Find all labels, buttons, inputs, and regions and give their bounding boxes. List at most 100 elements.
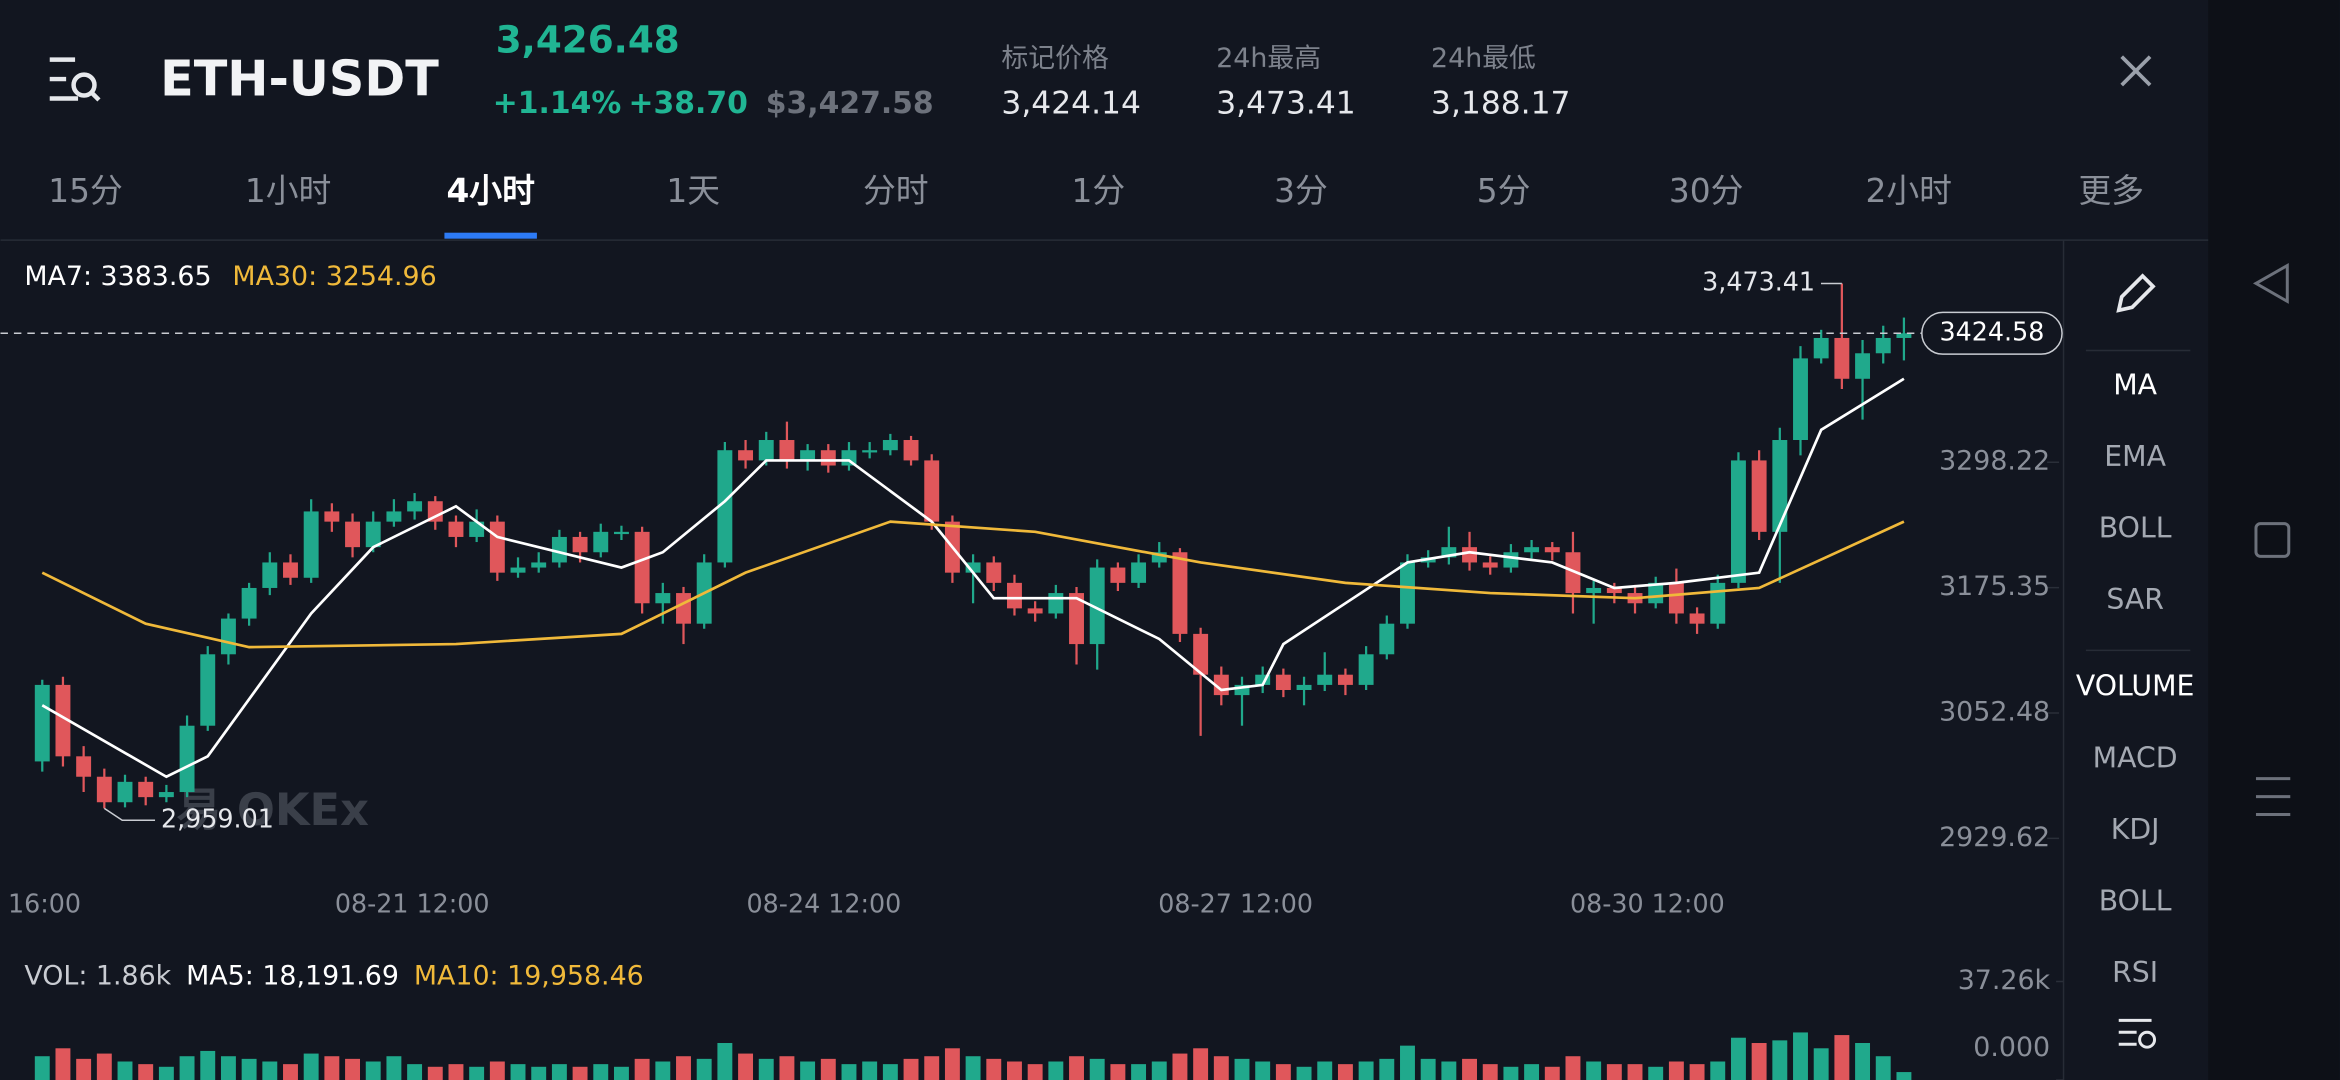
ma-line xyxy=(41,520,1905,649)
candle-body xyxy=(1793,358,1808,441)
menu-icon[interactable] xyxy=(49,57,101,102)
candle-body xyxy=(779,440,795,461)
candle-body xyxy=(1089,567,1105,645)
timeframe-tab[interactable]: 1分 xyxy=(1072,172,1126,210)
indicator-option[interactable]: BOLL xyxy=(2099,512,2172,545)
close-icon[interactable] xyxy=(2120,55,2152,87)
volume-bar xyxy=(572,1066,588,1080)
volume-bar xyxy=(1400,1045,1415,1080)
candle-body xyxy=(593,531,609,553)
watermark: 易 OKEx xyxy=(177,783,370,836)
volume-bar xyxy=(655,1061,671,1080)
timeframe-tab[interactable]: 30分 xyxy=(1669,172,1744,210)
volume-bar xyxy=(1875,1056,1891,1080)
candle-body xyxy=(1813,337,1829,359)
active-indicator xyxy=(444,232,537,239)
volume-bar xyxy=(1317,1061,1333,1080)
settings-icon[interactable] xyxy=(2118,1018,2157,1049)
candle-body xyxy=(1462,547,1477,563)
indicator-option[interactable]: SAR xyxy=(2106,583,2164,616)
indicator-option[interactable]: BOLL xyxy=(2099,884,2172,917)
volume-bar xyxy=(1172,1053,1188,1080)
candle-body xyxy=(1606,587,1622,594)
indicator-option[interactable]: MACD xyxy=(2093,741,2178,774)
timeframe-tab[interactable]: 2小时 xyxy=(1865,172,1951,210)
candle-body xyxy=(800,450,816,461)
back-button[interactable] xyxy=(2252,262,2289,304)
candle-body xyxy=(1896,333,1912,338)
volume-bar xyxy=(1793,1032,1808,1080)
candle-body xyxy=(1234,684,1250,696)
timeframe-tab[interactable]: 1天 xyxy=(666,172,720,210)
last-price-label: 3424.58 xyxy=(1940,316,2045,346)
indicator-option[interactable]: VOLUME xyxy=(2076,670,2195,703)
candle-body xyxy=(1689,613,1705,624)
volume-bar xyxy=(324,1056,340,1080)
volume-bar xyxy=(386,1056,402,1080)
volume-bar xyxy=(924,1056,940,1080)
candle-body xyxy=(1007,582,1022,609)
candle-body xyxy=(758,440,774,461)
stat-label: 24h最低 xyxy=(1431,43,1536,74)
volume-bar xyxy=(1772,1040,1788,1080)
candle-body xyxy=(55,684,71,757)
volume-bar xyxy=(1730,1037,1746,1080)
volume-bar xyxy=(34,1056,50,1080)
candle-body xyxy=(986,562,1002,583)
volume-bar xyxy=(138,1064,154,1080)
timeframe-tab[interactable]: 1小时 xyxy=(245,172,331,210)
timeframe-tab[interactable]: 分时 xyxy=(863,172,929,210)
volume-bar xyxy=(531,1066,547,1080)
indicator-option[interactable]: RSI xyxy=(2112,956,2158,989)
timeframe-tab[interactable]: 15分 xyxy=(48,172,123,210)
candle-body xyxy=(283,562,298,578)
pencil-icon[interactable] xyxy=(2116,273,2156,313)
volume-tick-label: 37.26k xyxy=(1958,965,2051,996)
stat-value: 3,473.41 xyxy=(1216,85,1355,121)
indicator-option[interactable]: EMA xyxy=(2104,440,2166,473)
candle-body xyxy=(924,460,940,522)
volume-bar xyxy=(96,1053,112,1080)
candle-body xyxy=(572,536,588,553)
timeframe-tab[interactable]: 4小时 xyxy=(446,172,535,210)
volume-bar xyxy=(1420,1058,1436,1080)
y-tick-label: 3052.48 xyxy=(1939,696,2050,727)
candle-body xyxy=(1544,547,1560,553)
volume-bar xyxy=(365,1061,381,1080)
y-tick-label: 2929.62 xyxy=(1939,822,2050,853)
stat-value: 3,188.17 xyxy=(1431,85,1570,121)
indicator-option[interactable]: MA xyxy=(2113,368,2157,401)
volume-bar xyxy=(1896,1072,1912,1080)
candle-body xyxy=(676,593,691,624)
recents-button[interactable] xyxy=(2255,777,2291,816)
volume-bar xyxy=(1131,1064,1147,1080)
candle-body xyxy=(1524,547,1540,553)
indicator-option[interactable]: KDJ xyxy=(2111,813,2160,846)
timeframe-tab[interactable]: 5分 xyxy=(1477,172,1531,210)
pair[interactable]: ETH-USDT xyxy=(160,50,439,108)
candle-body xyxy=(220,618,236,655)
volume-bar xyxy=(200,1050,216,1080)
volume-bar xyxy=(1379,1058,1395,1080)
timeframe-tab[interactable]: 更多 xyxy=(2078,172,2144,210)
volume-bar xyxy=(1834,1035,1850,1080)
home-button[interactable] xyxy=(2254,522,2291,558)
chart: 3421.093298.223175.353052.482929.6216:00… xyxy=(0,261,2064,1080)
candle-body xyxy=(1317,674,1333,685)
candle-body xyxy=(365,521,381,548)
volume-bar xyxy=(779,1056,795,1080)
candle-body xyxy=(717,450,733,563)
volume-bar xyxy=(1337,1064,1353,1080)
last-price-box xyxy=(1921,311,2063,355)
y-tick-label: 3298.22 xyxy=(1939,446,2050,477)
high-label: 3,473.41 xyxy=(1702,266,1815,296)
volume-bar xyxy=(427,1066,443,1080)
volume-bar xyxy=(345,1058,360,1080)
volume-legend: VOL: 1.86k xyxy=(24,961,171,992)
stat-value: 3,424.14 xyxy=(1001,85,1140,121)
timeframe-tab[interactable]: 3分 xyxy=(1274,172,1328,210)
candle-body xyxy=(1296,684,1312,691)
volume-bar xyxy=(1358,1061,1374,1080)
